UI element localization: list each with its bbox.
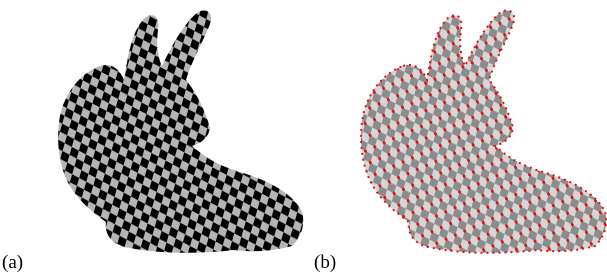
figure-art: (a) (b) — [0, 0, 607, 276]
panel-label: (b) — [314, 252, 336, 273]
bunny-a — [58, 11, 303, 253]
figure: (a) (b) — [0, 0, 607, 276]
bunny-b — [361, 11, 606, 253]
panel-label: (a) — [2, 252, 23, 273]
